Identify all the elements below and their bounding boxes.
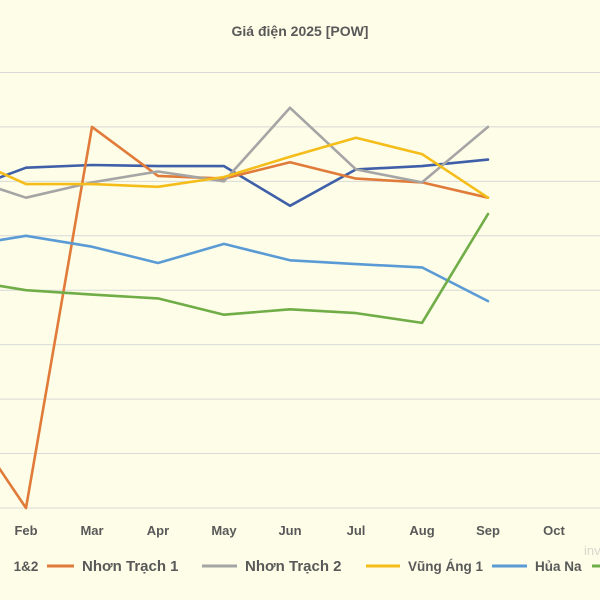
series-line-5 (0, 212, 490, 325)
chart-title: Giá điện 2025 [POW] (232, 23, 369, 39)
x-axis-ticks: Feb Mar Apr May Jun Jul Aug Sep Oct (14, 523, 565, 538)
x-tick-label: Aug (409, 523, 434, 538)
legend-label-0: 1&2 (14, 559, 39, 574)
watermark-text: inv (584, 543, 600, 558)
legend: 1&2 Nhơn Trạch 1 Nhơn Trạch 2 Vũng Áng 1 Hủa… (14, 558, 600, 575)
x-tick-label: Oct (543, 523, 565, 538)
series-lines (0, 106, 490, 510)
series-line-2 (0, 106, 490, 199)
series-line-0 (0, 158, 490, 208)
series-line-3 (0, 136, 490, 199)
x-tick-label: Jun (278, 523, 301, 538)
legend-label-3: Vũng Áng 1 (408, 559, 483, 574)
x-tick-label: Sep (476, 523, 500, 538)
series-line-4 (0, 234, 490, 303)
legend-label-4: Hủa Na (535, 559, 582, 574)
x-tick-label: Jul (347, 523, 366, 538)
x-tick-label: May (211, 523, 237, 538)
legend-label-2: Nhơn Trạch 2 (245, 558, 342, 575)
legend-label-1: Nhơn Trạch 1 (82, 558, 179, 575)
x-tick-label: Feb (14, 523, 37, 538)
x-tick-label: Apr (147, 523, 169, 538)
series-line-1 (0, 125, 490, 510)
x-tick-label: Mar (80, 523, 103, 538)
